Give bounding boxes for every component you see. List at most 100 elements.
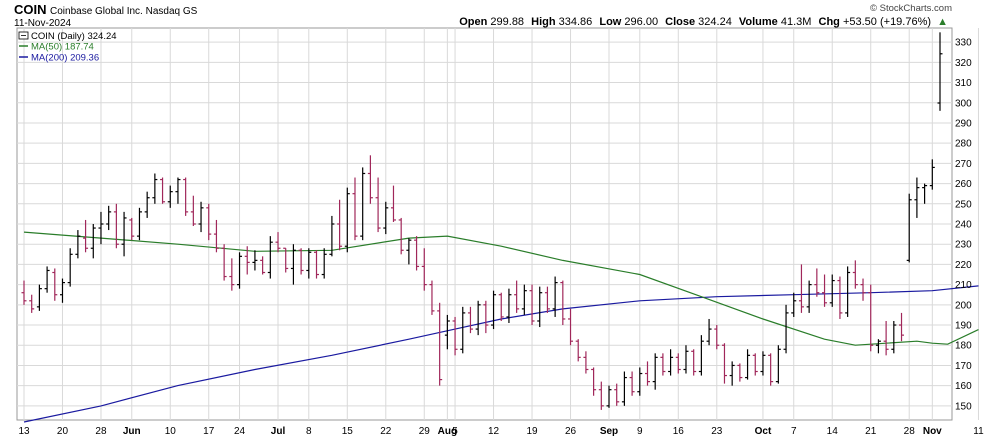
ohlc-bar — [845, 266, 851, 317]
ma50-line — [23, 231, 979, 346]
ohlc-bar — [136, 207, 142, 241]
x-tick-label: 29 — [419, 426, 431, 437]
y-tick-label: 150 — [955, 401, 972, 412]
ohlc-bar — [44, 266, 50, 293]
ohlc-bar — [98, 211, 104, 245]
x-tick-label: 11 — [973, 426, 984, 437]
ohlc-bar — [306, 248, 312, 279]
ohlc-bar — [260, 256, 266, 275]
low-value: 296.00 — [624, 16, 658, 28]
moving-average-lines — [23, 231, 979, 423]
volume-value: 41.3M — [781, 16, 812, 28]
ohlc-bar — [498, 292, 504, 321]
ohlc-bar — [668, 349, 674, 376]
copyright: © StockCharts.com — [870, 3, 952, 14]
ohlc-bar — [290, 244, 296, 285]
ohlc-bar — [814, 268, 820, 297]
ohlc-bar — [652, 353, 658, 390]
x-tick-label: Sep — [600, 426, 618, 437]
ohlc-bar — [229, 258, 235, 291]
ohlc-bar — [675, 353, 681, 374]
price-bars — [21, 32, 943, 410]
x-tick-label: Aug — [438, 426, 457, 437]
open-label: Open — [459, 16, 487, 28]
ohlc-bar — [521, 284, 527, 315]
ohlc-bar — [414, 236, 420, 271]
y-tick-label: 300 — [955, 98, 972, 109]
x-tick-label: 20 — [57, 426, 69, 437]
ohlc-bar — [491, 290, 497, 330]
ohlc-bar — [360, 167, 366, 241]
y-tick-label: 320 — [955, 58, 972, 69]
high-value: 334.86 — [559, 16, 593, 28]
x-tick-label: 9 — [637, 426, 643, 437]
ohlc-bar — [129, 217, 135, 241]
x-tick-label: Oct — [755, 426, 772, 437]
ohlc-bar — [52, 268, 58, 301]
x-tick-label: 22 — [380, 426, 392, 437]
ohlc-bar — [283, 247, 289, 273]
ohlc-bar — [321, 248, 327, 279]
ohlc-bar — [729, 361, 735, 386]
ohlc-bar — [29, 294, 35, 313]
ohlc-bar — [237, 252, 243, 289]
ohlc-bar — [106, 205, 112, 231]
y-tick-label: 290 — [955, 118, 972, 129]
ohlc-bar — [483, 300, 489, 334]
ohlc-bar — [244, 246, 250, 275]
change-up-arrow-icon: ▲ — [937, 16, 948, 28]
x-tick-label: 10 — [165, 426, 177, 437]
ohlc-bar — [768, 353, 774, 386]
ohlc-bar — [691, 349, 697, 376]
ohlc-bar — [806, 280, 812, 313]
y-tick-label: 270 — [955, 159, 972, 170]
ohlc-bar — [314, 250, 320, 279]
ohlc-bar — [798, 264, 804, 313]
ohlc-bar — [698, 335, 704, 376]
y-tick-label: 330 — [955, 38, 972, 49]
ohlc-bar — [67, 248, 73, 287]
ohlc-bar — [429, 280, 435, 315]
ohlc-bar — [891, 320, 897, 354]
ohlc-bar — [514, 280, 520, 313]
ohlc-bar — [198, 201, 204, 233]
y-tick-label: 280 — [955, 139, 972, 150]
ohlc-bar — [506, 288, 512, 324]
ohlc-bar — [714, 325, 720, 350]
ohlc-bar — [190, 195, 196, 227]
y-tick-label: 250 — [955, 199, 972, 210]
ohlc-bar — [922, 183, 928, 204]
ohlc-bar — [367, 155, 373, 204]
ohlc-bar — [352, 177, 358, 241]
ohlc-bar — [298, 248, 304, 275]
ohlc-bar — [537, 286, 543, 328]
ohlc-bar — [552, 276, 558, 317]
ohlc-bar — [745, 349, 751, 380]
ohlc-bar — [637, 367, 643, 396]
ohlc-bar — [252, 250, 258, 271]
ohlc-bar — [852, 260, 858, 289]
ohlc-bar — [544, 286, 550, 313]
symbol-title: COIN — [14, 2, 47, 17]
x-tick-label: 7 — [791, 426, 797, 437]
ohlc-bar — [83, 219, 89, 253]
ohlc-bar — [752, 353, 758, 376]
ohlc-bar — [760, 351, 766, 376]
y-tick-label: 240 — [955, 220, 972, 231]
x-tick-label: 5 — [452, 426, 458, 437]
ohlc-bar — [275, 232, 281, 253]
ohlc-bar — [221, 244, 227, 281]
open-value: 299.88 — [490, 16, 524, 28]
ohlc-bar — [21, 280, 27, 305]
legend-price: COIN (Daily) 324.24 — [31, 31, 117, 42]
ohlc-bar — [206, 203, 212, 241]
ohlc-bar — [452, 316, 458, 356]
ohlc-bar — [706, 318, 712, 346]
y-axis-labels: 150 160 170 180 190 200 210 220 230 240 250 260 270 2… — [955, 38, 972, 413]
ohlc-bar — [437, 302, 443, 386]
ohlc-bar — [213, 219, 219, 253]
change-value: +53.50 (+19.76%) — [843, 16, 931, 28]
ohlc-bar — [591, 367, 597, 396]
ohlc-bar — [575, 339, 581, 362]
